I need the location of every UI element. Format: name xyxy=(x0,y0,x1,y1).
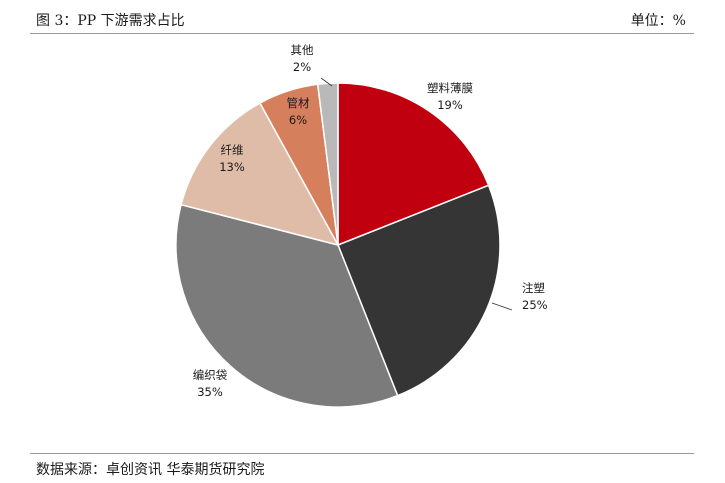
slice-value-label-0: 19% xyxy=(437,98,463,112)
leader-line-1 xyxy=(492,303,512,310)
bottom-divider xyxy=(30,453,694,454)
slice-name-label-5: 其他 xyxy=(291,43,314,57)
slice-name-label-1: 注塑 xyxy=(522,281,545,295)
slice-name-label-2: 编织袋 xyxy=(193,368,228,382)
slice-value-label-3: 13% xyxy=(219,160,245,174)
slice-name-label-0: 塑料薄膜 xyxy=(427,81,473,95)
source-note: 数据来源：卓创资讯 华泰期货研究院 xyxy=(36,459,264,479)
slice-name-label-3: 纤维 xyxy=(221,143,244,157)
slice-value-label-1: 25% xyxy=(522,298,548,312)
pie-slices xyxy=(176,83,500,407)
slice-value-label-2: 35% xyxy=(197,385,223,399)
slice-value-label-5: 2% xyxy=(293,60,311,74)
slice-name-label-4: 管材 xyxy=(287,96,310,110)
slice-value-label-4: 6% xyxy=(289,113,307,127)
